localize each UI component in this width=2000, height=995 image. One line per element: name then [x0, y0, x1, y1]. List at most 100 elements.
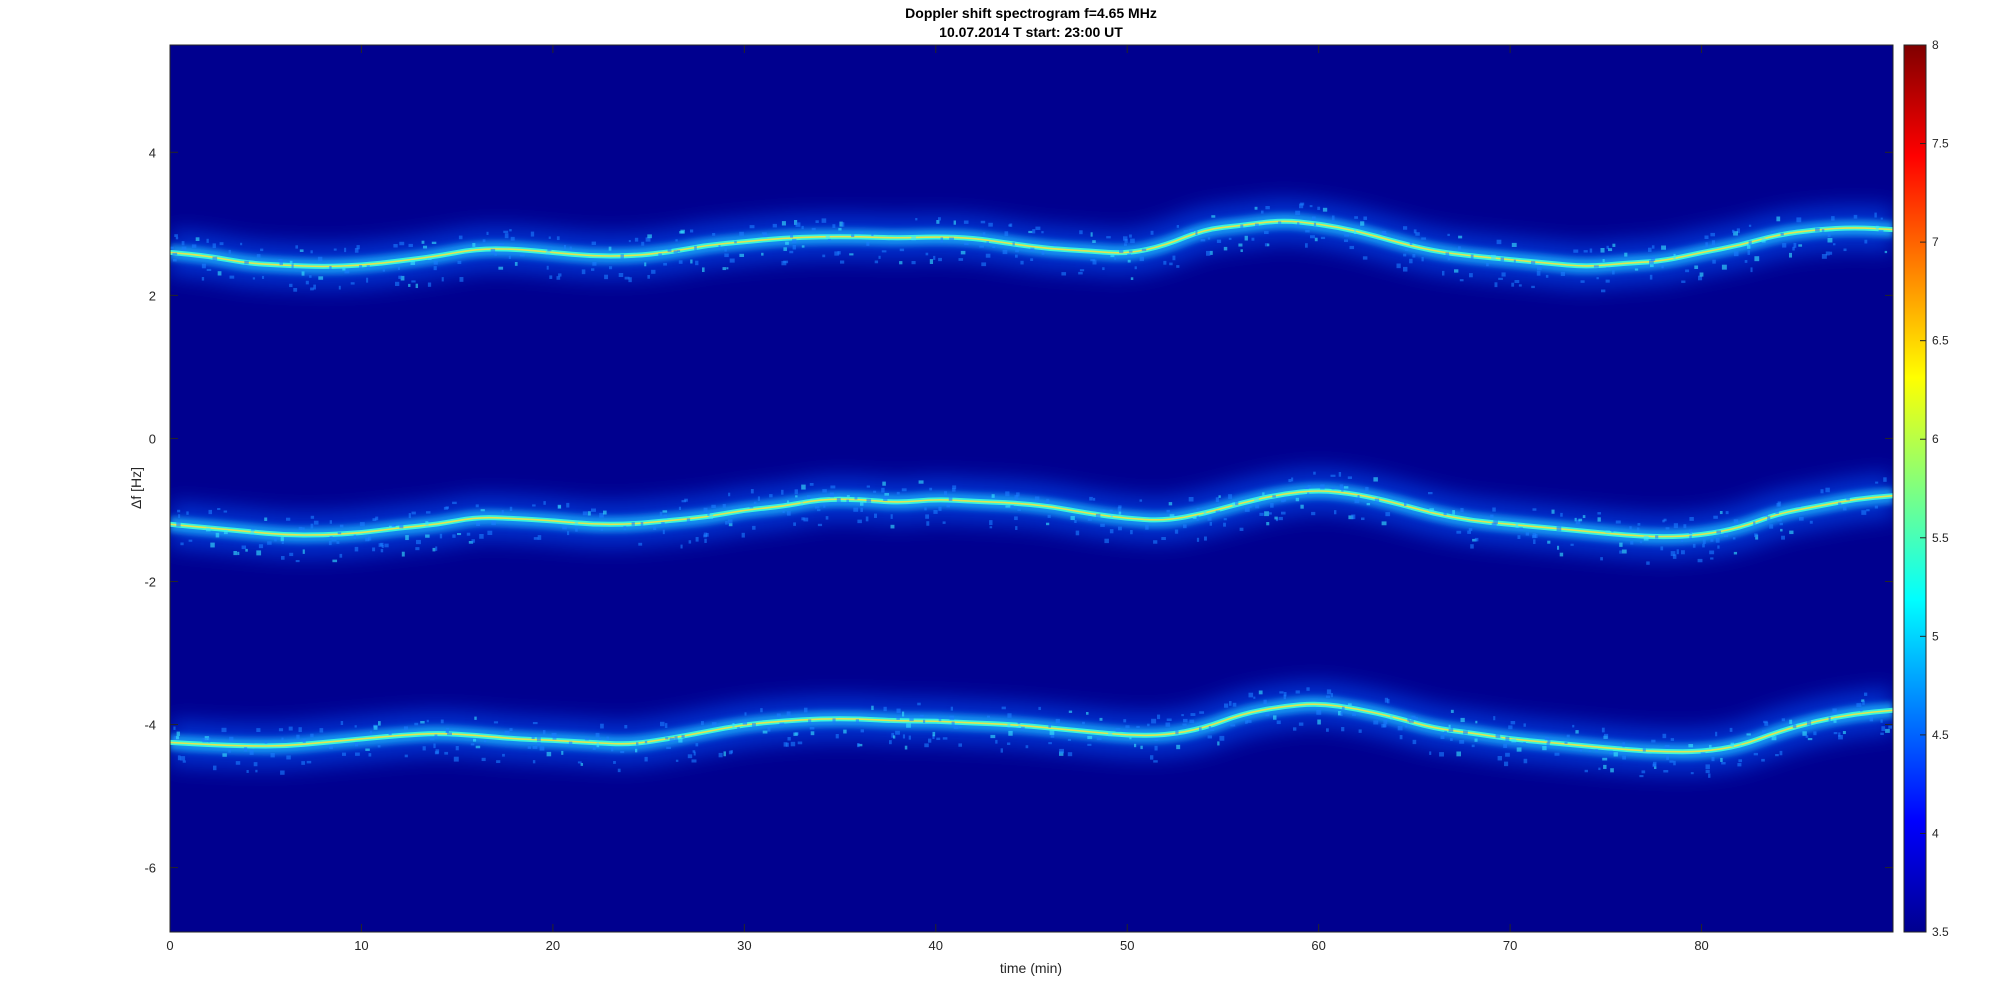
speckle	[1228, 494, 1233, 499]
speckle	[1514, 280, 1520, 284]
speckle	[455, 746, 459, 751]
speckle	[734, 240, 737, 244]
speckle	[846, 499, 849, 504]
speckle	[1780, 528, 1783, 532]
speckle	[556, 236, 560, 241]
speckle	[221, 727, 227, 733]
speckle	[1688, 529, 1693, 534]
speckle	[249, 750, 254, 755]
speckle	[1748, 240, 1752, 246]
speckle	[1450, 709, 1454, 713]
speckle	[991, 494, 995, 498]
speckle	[753, 501, 757, 505]
speckle	[195, 237, 200, 241]
speckle	[1206, 250, 1211, 256]
speckle	[395, 281, 400, 286]
speckle	[328, 540, 332, 546]
speckle	[301, 271, 305, 276]
speckle	[1154, 737, 1159, 741]
speckle	[1341, 706, 1345, 711]
speckle	[494, 252, 497, 256]
colorbar-ticks: 8 7.5 7 6.5 6 5.5 5 4.5 4 3.5	[1920, 38, 1949, 939]
speckle	[749, 506, 754, 509]
speckle	[1560, 512, 1563, 517]
speckle	[1605, 279, 1610, 283]
speckle	[990, 734, 996, 739]
speckle	[801, 484, 806, 490]
speckle	[1190, 713, 1196, 717]
speckle	[1014, 495, 1019, 500]
speckle	[1320, 484, 1325, 490]
speckle	[1004, 231, 1009, 237]
speckle	[1515, 523, 1519, 528]
speckle	[628, 277, 632, 283]
speckle	[318, 276, 324, 280]
speckle	[1821, 229, 1825, 232]
speckle	[687, 754, 693, 759]
speckle	[1697, 558, 1703, 563]
speckle	[366, 265, 370, 270]
speckle	[1050, 734, 1055, 738]
speckle	[1136, 725, 1140, 729]
speckle	[1030, 258, 1034, 262]
speckle	[1779, 522, 1783, 526]
speckle	[1161, 537, 1166, 541]
speckle	[725, 521, 728, 525]
speckle	[1813, 731, 1817, 736]
speckle	[1753, 752, 1758, 756]
speckle	[1041, 231, 1044, 234]
speckle	[1311, 511, 1316, 516]
speckle	[952, 485, 957, 489]
speckle	[475, 745, 481, 749]
speckle	[896, 491, 900, 495]
speckle	[949, 715, 955, 721]
speckle	[1827, 232, 1831, 238]
speckle	[1244, 507, 1250, 512]
speckle	[1326, 728, 1329, 732]
speckle	[474, 716, 477, 720]
speckle	[782, 510, 785, 514]
speckle	[1860, 708, 1863, 712]
speckle	[1352, 713, 1357, 716]
speckle	[176, 522, 181, 527]
speckle	[1100, 523, 1105, 527]
speckle	[296, 734, 300, 739]
speckle	[580, 763, 584, 766]
speckle	[1789, 719, 1793, 724]
speckle	[1491, 522, 1497, 528]
speckle	[532, 504, 536, 507]
speckle	[1717, 545, 1720, 549]
speckle	[1061, 272, 1067, 276]
speckle	[1030, 247, 1035, 252]
speckle	[543, 501, 546, 505]
speckle	[667, 247, 672, 252]
speckle	[1298, 722, 1304, 726]
speckle	[1878, 230, 1884, 234]
speckle	[331, 539, 337, 542]
speckle	[1547, 540, 1551, 544]
speckle	[556, 276, 561, 280]
speckle	[423, 245, 428, 249]
speckle	[569, 246, 572, 251]
speckle	[684, 498, 688, 502]
speckle	[1373, 720, 1379, 725]
speckle	[1192, 516, 1197, 519]
speckle	[1754, 256, 1760, 262]
speckle	[1792, 246, 1795, 251]
chart-subtitle: 10.07.2014 T start: 23:00 UT	[939, 24, 1123, 40]
speckle	[1266, 522, 1270, 526]
speckle	[264, 741, 268, 744]
speckle	[1517, 535, 1521, 539]
speckle	[741, 532, 745, 538]
speckle	[631, 522, 635, 526]
speckle	[979, 245, 984, 248]
speckle	[884, 493, 890, 496]
speckle	[640, 522, 644, 527]
speckle	[592, 261, 597, 266]
speckle	[644, 262, 647, 267]
speckle	[1732, 229, 1735, 233]
speckle	[223, 510, 228, 513]
speckle	[377, 745, 381, 748]
speckle	[795, 222, 801, 227]
